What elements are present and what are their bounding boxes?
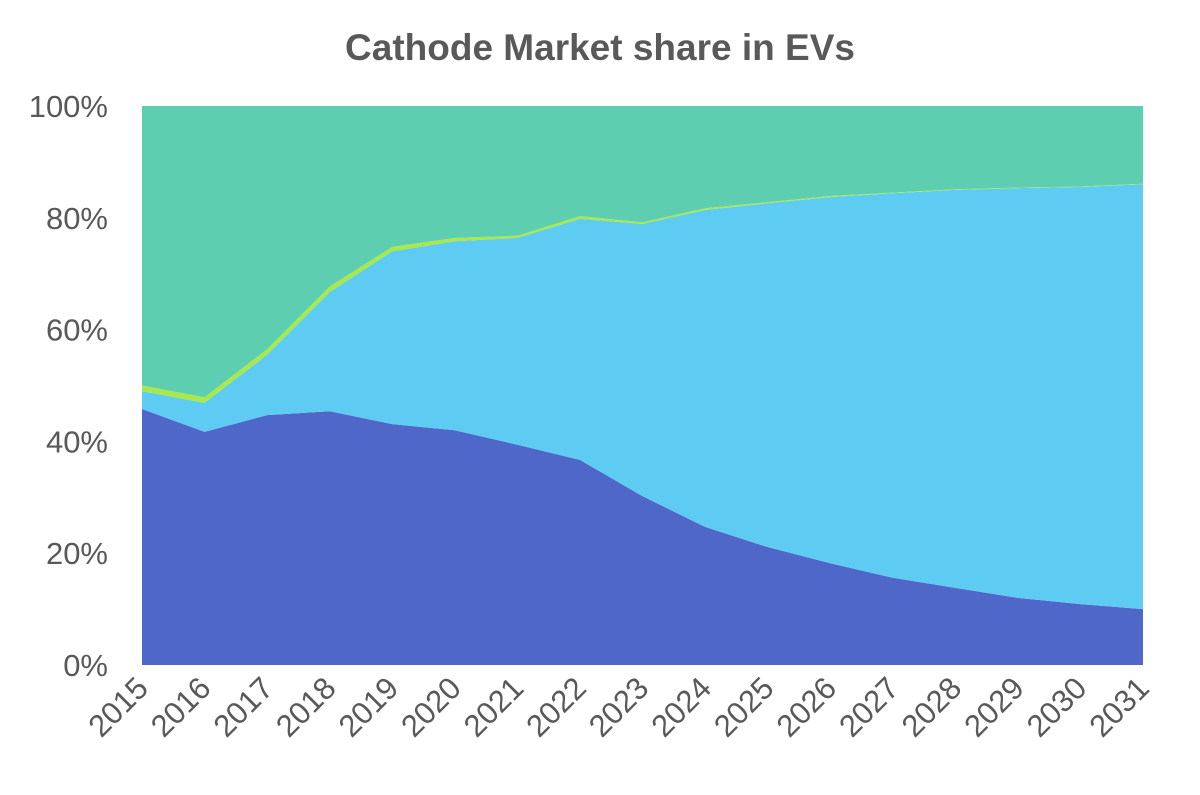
x-tick-label: 2023 bbox=[582, 670, 656, 744]
plot-area bbox=[142, 106, 1143, 665]
area-series-4 bbox=[142, 106, 1143, 398]
area-series-2 bbox=[142, 184, 1143, 610]
x-tick-label: 2016 bbox=[144, 670, 218, 744]
x-tick-label: 2028 bbox=[895, 670, 969, 744]
x-tick-label: 2022 bbox=[519, 670, 593, 744]
y-tick-label: 100% bbox=[29, 89, 108, 124]
x-tick-label: 2026 bbox=[770, 670, 844, 744]
y-tick-label: 80% bbox=[46, 201, 108, 236]
x-tick-label: 2031 bbox=[1082, 670, 1156, 744]
x-axis: 2015201620172018201920202021202220232024… bbox=[81, 670, 1156, 744]
x-tick-label: 2017 bbox=[207, 670, 281, 744]
y-axis: 0% 20% 40% 60% 80% 100% bbox=[29, 89, 108, 683]
x-tick-label: 2030 bbox=[1020, 670, 1094, 744]
y-tick-label: 20% bbox=[46, 536, 108, 571]
area-series-1 bbox=[142, 408, 1143, 665]
x-tick-label: 2029 bbox=[957, 670, 1031, 744]
x-tick-label: 2019 bbox=[332, 670, 406, 744]
x-tick-label: 2021 bbox=[457, 670, 531, 744]
y-tick-label: 40% bbox=[46, 424, 108, 459]
x-tick-label: 2027 bbox=[832, 670, 906, 744]
chart-title: Cathode Market share in EVs bbox=[345, 27, 855, 68]
y-tick-label: 60% bbox=[46, 313, 108, 348]
x-tick-label: 2025 bbox=[707, 670, 781, 744]
x-tick-label: 2024 bbox=[644, 670, 718, 744]
x-tick-label: 2020 bbox=[394, 670, 468, 744]
x-tick-label: 2018 bbox=[269, 670, 343, 744]
y-tick-label: 0% bbox=[63, 648, 108, 683]
